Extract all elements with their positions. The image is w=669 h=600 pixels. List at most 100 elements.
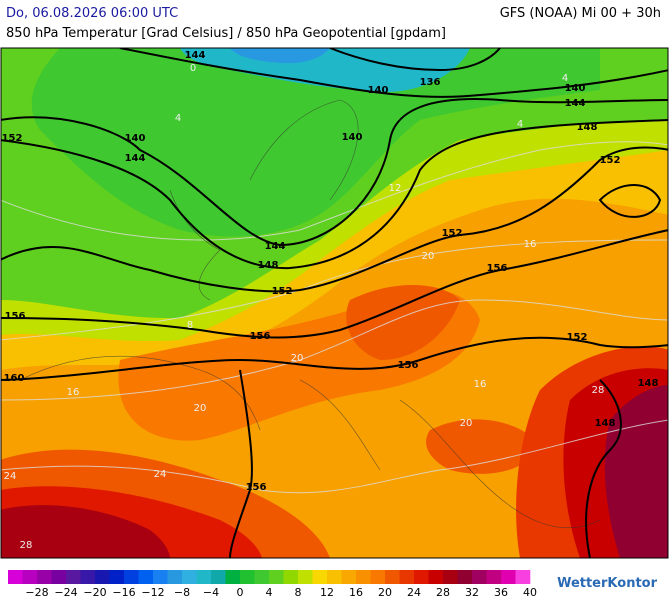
temperature-label: 0	[190, 63, 196, 74]
colorbar-tick-label: 24	[407, 586, 421, 599]
geopotential-label: 148	[258, 260, 279, 271]
geopotential-label: 152	[567, 332, 588, 343]
temperature-label: 4	[562, 73, 568, 84]
colorbar-swatch	[51, 570, 67, 584]
colorbar-swatch	[298, 570, 313, 584]
colorbar-tick-label: 40	[523, 586, 537, 599]
geopotential-label: 156	[487, 263, 508, 274]
colorbar-swatch	[167, 570, 183, 584]
colorbar-tick-label: 0	[237, 586, 244, 599]
colorbar-swatch	[109, 570, 125, 584]
colorbar-swatch	[341, 570, 357, 584]
subtitle: 850 hPa Temperatur [Grad Celsius] / 850 …	[6, 26, 447, 41]
colorbar-swatch	[370, 570, 386, 584]
geopotential-label: 148	[577, 122, 598, 133]
temperature-label: 12	[389, 183, 402, 194]
field	[1, 48, 668, 558]
geopotential-label: 136	[420, 77, 441, 88]
colorbar-swatch	[138, 570, 154, 584]
temperature-label: 20	[460, 418, 473, 429]
colorbar-swatch	[95, 570, 110, 584]
colorbar-tick-label: −8	[174, 586, 190, 599]
logo: WetterKontor	[557, 576, 657, 591]
colorbar-swatch	[486, 570, 502, 584]
colorbar-swatch	[254, 570, 270, 584]
geopotential-label: 140	[125, 133, 146, 144]
colorbar-swatch	[22, 570, 38, 584]
colorbar-swatch	[269, 570, 284, 584]
colorbar-swatch	[457, 570, 473, 584]
geopotential-label: 152	[600, 155, 621, 166]
map-frame	[0, 47, 669, 559]
geopotential-label: 152	[2, 133, 23, 144]
colorbar-swatch	[196, 570, 212, 584]
colorbar-swatch	[225, 570, 241, 584]
colorbar-tick-label: 28	[436, 586, 450, 599]
date: Do, 06.08.2026 06:00 UTC	[6, 6, 179, 21]
temperature-label: 16	[524, 239, 537, 250]
temperature-label: 16	[474, 379, 487, 390]
colorbar-tick-label: −24	[54, 586, 77, 599]
colorbar-swatch	[66, 570, 81, 584]
geopotential-label: 148	[595, 418, 616, 429]
temperature-label: 20	[422, 251, 435, 262]
geopotential-label: 140	[565, 83, 586, 94]
geopotential-label: 144	[125, 153, 146, 164]
colorbar-tick-label: 8	[295, 586, 302, 599]
temperature-labels: 0 4 4 4 8 12 16 16 16 20 20 20 20 24 24 28 28	[4, 63, 605, 551]
temperature-label: 20	[291, 353, 304, 364]
colorbar-swatch	[153, 570, 168, 584]
colorbar-tick-label: 4	[266, 586, 273, 599]
geopotential-label: 156	[398, 360, 419, 371]
colorbar-swatch	[182, 570, 197, 584]
temperature-label: 16	[67, 387, 80, 398]
colorbar: −28 −24 −20 −16 −12 −8 −4 0 4 8 12 16 20 24 28 32 36 40	[8, 570, 537, 599]
colorbar-swatch	[327, 570, 342, 584]
geopotential-label: 144	[565, 98, 586, 109]
colorbar-tick-label: 20	[378, 586, 392, 599]
temperature-label: 20	[194, 403, 207, 414]
geopotential-label: 144	[185, 50, 206, 61]
colorbar-tick-label: 12	[320, 586, 334, 599]
temperature-label: 28	[20, 540, 33, 551]
geopotential-label: 152	[442, 228, 463, 239]
colorbar-swatch	[414, 570, 429, 584]
geopotential-labels: 144 136 140 140 144 152 140 144 140 148 152 144 148 1…	[2, 50, 659, 493]
colorbar-swatch	[37, 570, 52, 584]
temperature-label: 4	[175, 113, 181, 124]
colorbar-tick-label: −20	[83, 586, 106, 599]
model-run: GFS (NOAA) Mi 00 + 30h	[499, 6, 661, 21]
colorbar-tick-label: 36	[494, 586, 508, 599]
colorbar-tick-label: −12	[141, 586, 164, 599]
colorbar-swatch	[428, 570, 444, 584]
geopotential-label: 144	[265, 241, 286, 252]
geopotential-label: 140	[368, 85, 389, 96]
colorbar-swatch	[8, 570, 23, 584]
colorbar-swatch	[80, 570, 96, 584]
colorbar-swatch	[240, 570, 255, 584]
colorbar-swatch	[472, 570, 487, 584]
geopotential-label: 160	[4, 373, 25, 384]
colorbar-swatch	[124, 570, 139, 584]
geopotential-label: 152	[272, 286, 293, 297]
temperature-label: 24	[4, 471, 17, 482]
geopotential-label: 148	[638, 378, 659, 389]
temperature-label: 4	[517, 119, 523, 130]
temperature-label: 8	[187, 320, 193, 331]
geopotential-label: 140	[342, 132, 363, 143]
colorbar-swatch	[399, 570, 415, 584]
temperature-label: 24	[154, 469, 167, 480]
geopotential-label: 156	[5, 311, 26, 322]
colorbar-tick-label: −28	[25, 586, 48, 599]
colorbar-swatch	[312, 570, 328, 584]
colorbar-swatch	[283, 570, 299, 584]
colorbar-swatch	[211, 570, 226, 584]
colorbar-swatch	[385, 570, 400, 584]
colorbar-tick-label: 32	[465, 586, 479, 599]
colorbar-tick-label: −4	[203, 586, 219, 599]
colorbar-swatch	[356, 570, 371, 584]
colorbar-tick-label: 16	[349, 586, 363, 599]
colorbar-tick-label: −16	[112, 586, 135, 599]
